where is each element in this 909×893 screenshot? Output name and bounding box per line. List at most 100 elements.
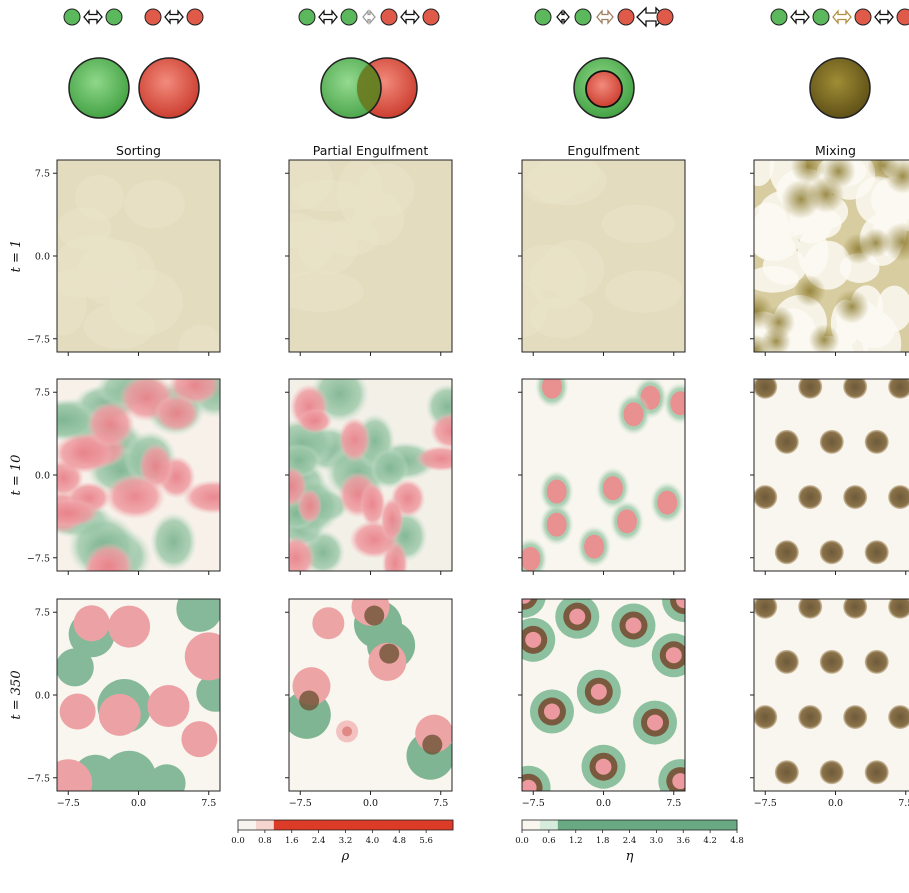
panel-mixing-t1	[736, 138, 909, 370]
panel-sorting-t350: 7.5 0.0 −7.5 −7.5 0.0 7.5	[27, 586, 234, 809]
panel-mixing-t350: −7.5 0.0 7.5	[750, 595, 909, 809]
green-cell-icon	[299, 9, 315, 25]
colorbar-tick-label: 2.4	[312, 836, 326, 846]
colorbar-segment	[310, 820, 328, 830]
colorbar-segment	[594, 820, 612, 830]
green-cell-icon	[341, 9, 357, 25]
red-cell-icon	[897, 9, 909, 25]
colorbar-segment	[576, 820, 594, 830]
y-tick-label: 7.5	[35, 388, 50, 399]
colorbar-tick-label: 4.8	[392, 836, 406, 846]
red-cell-icon	[145, 9, 161, 25]
colorbar-tick-label: 0.8	[258, 836, 272, 846]
red-cell-icon	[423, 9, 439, 25]
interaction-icons	[64, 8, 909, 118]
x-tick-label: 7.5	[201, 798, 216, 809]
colorbar-segment	[558, 820, 576, 830]
colorbar-tick-label: 0.0	[231, 836, 245, 846]
x-tick-label: −7.5	[754, 798, 777, 809]
strong-adhesion-arrow-icon	[875, 11, 893, 23]
colorbar-segment	[701, 820, 719, 830]
colorbar-rho: 0.0 0.8 1.6 2.4 3.2 4.0 4.8 5.6 ρ	[231, 820, 453, 864]
red-cell-icon	[855, 9, 871, 25]
colorbar-tick-label: 3.6	[676, 836, 690, 846]
x-tick-label: −7.5	[57, 798, 80, 809]
row-labels: t = 1t = 10t = 350	[9, 240, 24, 720]
column-title: Sorting	[116, 143, 161, 158]
y-tick-label: −7.5	[27, 553, 50, 564]
panels: 7.5 0.0 −7.5 7.5 0.0 −7.5 7.5 0.0 −7.5 −7.5 0.0 7.5…	[25, 138, 909, 810]
colorbar-segment	[612, 820, 630, 830]
colorbar-segment	[381, 820, 399, 830]
panel-partial-engulfment-t350: −7.5 0.0 7.5	[283, 588, 455, 809]
colorbar-segment	[540, 820, 558, 830]
panel-engulfment-t1	[499, 149, 685, 356]
row-label: t = 350	[9, 670, 24, 719]
colorbar-segment	[665, 820, 683, 830]
weak-adhesion-arrow-icon	[557, 11, 569, 23]
strong-adhesion-arrow-icon	[401, 11, 419, 23]
colorbar-segment	[346, 820, 364, 830]
y-tick-label: 7.5	[35, 169, 50, 180]
x-tick-label: 0.0	[596, 798, 611, 809]
colorbar-segment	[238, 820, 256, 830]
green-aggregate-icon	[69, 58, 129, 118]
red-cell-icon	[187, 9, 203, 25]
column-title: Partial Engulfment	[313, 143, 429, 158]
colorbars: 0.0 0.8 1.6 2.4 3.2 4.0 4.8 5.6 ρ 0.0 0.6 1.2 1.8 2.4…	[231, 820, 744, 864]
y-tick-label: 0.0	[35, 252, 50, 263]
colorbar-tick-label: 3.0	[650, 836, 664, 846]
red-cell-icon	[381, 9, 397, 25]
colorbar-tick-label: 4.2	[703, 836, 717, 846]
colorbar-segment	[719, 820, 737, 830]
panel-engulfment-t10	[513, 366, 697, 580]
red-core-icon	[586, 71, 622, 107]
green-cell-icon	[106, 9, 122, 25]
x-tick-label: −7.5	[522, 798, 545, 809]
colorbar-tick-label: 5.6	[419, 836, 433, 846]
x-tick-label: 7.5	[433, 798, 448, 809]
strong-adhesion-arrow-icon	[791, 11, 809, 23]
colorbar-tick-label: 0.0	[515, 836, 529, 846]
colorbar-tick-label: 4.8	[730, 836, 744, 846]
green-cell-icon	[813, 9, 829, 25]
colorbar-tick-label: 1.2	[569, 836, 583, 846]
colorbar-eta: 0.0 0.6 1.2 1.8 2.4 3.0 3.6 4.2 4.8 η	[515, 820, 744, 864]
strong-adhesion-arrow-icon	[165, 11, 183, 23]
column-title: Engulfment	[567, 143, 639, 158]
red-aggregate-icon	[139, 58, 199, 118]
y-tick-label: −7.5	[27, 334, 50, 345]
panel-engulfment-t350: −7.5 0.0 7.5	[502, 574, 706, 810]
colorbar-segment	[363, 820, 381, 830]
x-tick-label: 0.0	[828, 798, 843, 809]
colorbar-segment	[328, 820, 346, 830]
cross-adhesion-arrow-icon	[597, 11, 613, 23]
x-tick-label: 0.0	[131, 798, 146, 809]
y-tick-label: 0.0	[35, 471, 50, 482]
colorbar-segment	[630, 820, 648, 830]
green-cell-icon	[64, 9, 80, 25]
x-tick-label: 7.5	[666, 798, 681, 809]
colorbar-segment	[292, 820, 310, 830]
colorbar-tick-label: 0.6	[542, 836, 556, 846]
colorbar-label: η	[626, 849, 634, 864]
colorbar-tick-label: 2.4	[623, 836, 637, 846]
panel-mixing-t10	[750, 375, 909, 575]
panel-partial-engulfment-t10	[269, 365, 473, 587]
y-tick-label: 7.5	[35, 608, 50, 619]
green-cell-icon	[575, 9, 591, 25]
y-tick-label: 0.0	[35, 691, 50, 702]
colorbar-segment	[522, 820, 540, 830]
colorbar-tick-label: 1.6	[285, 836, 299, 846]
green-cell-icon	[535, 9, 551, 25]
x-tick-label: 0.0	[363, 798, 378, 809]
column-title: Mixing	[815, 143, 856, 158]
colorbar-tick-label: 1.8	[596, 836, 610, 846]
mixed-aggregate-icon	[810, 58, 870, 118]
colorbar-segment	[647, 820, 665, 830]
column-titles: Sorting Partial Engulfment Engulfment Mixin…	[116, 143, 856, 158]
strong-adhesion-arrow-icon	[319, 11, 337, 23]
x-tick-label: 7.5	[898, 798, 909, 809]
colorbar-segment	[683, 820, 701, 830]
